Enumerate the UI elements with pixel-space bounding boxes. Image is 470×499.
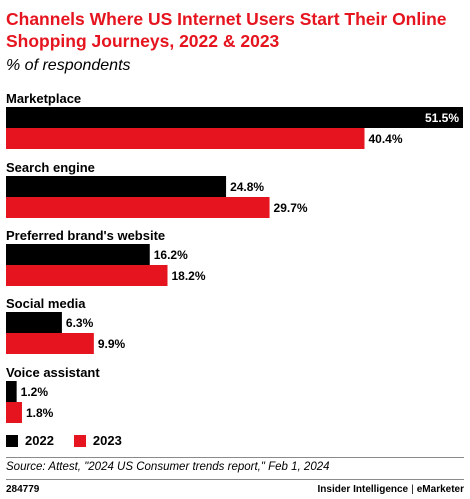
bar-2022-preferred-brand-s-website	[6, 244, 150, 265]
bar-2023-search-engine	[6, 197, 270, 218]
bottom-divider	[6, 479, 464, 480]
chart-title: Channels Where US Internet Users Start T…	[6, 9, 447, 51]
value-label-2023-search-engine: 29.7%	[274, 201, 308, 215]
chart-id: 284779	[6, 484, 40, 495]
legend-swatch-2023	[73, 434, 86, 447]
value-label-2023-voice-assistant: 1.8%	[26, 406, 54, 420]
brand-credit: Insider Intelligence | eMarketer	[318, 484, 464, 495]
value-label-2022-preferred-brand-s-website: 16.2%	[154, 248, 188, 262]
value-label-2022-search-engine: 24.8%	[230, 180, 264, 194]
value-label-2022-voice-assistant: 1.2%	[21, 385, 49, 399]
brand-separator: |	[411, 484, 414, 495]
legend-item-2023: 2023	[73, 433, 122, 448]
value-label-2022-marketplace: 51.5%	[425, 111, 459, 125]
value-label-2023-social-media: 9.9%	[98, 337, 126, 351]
category-label-search-engine: Search engine	[6, 160, 95, 175]
value-label-2023-marketplace: 40.4%	[369, 132, 403, 146]
legend-item-2022: 2022	[6, 433, 54, 448]
category-label-voice-assistant: Voice assistant	[6, 365, 100, 380]
bar-2023-preferred-brand-s-website	[6, 265, 168, 286]
category-label-marketplace: Marketplace	[6, 91, 81, 106]
value-label-2022-social-media: 6.3%	[66, 316, 94, 330]
legend: 2022 2023	[6, 433, 142, 448]
bar-2022-voice-assistant	[6, 381, 17, 402]
bar-2022-marketplace	[6, 107, 463, 128]
legend-label-2023: 2023	[92, 433, 122, 448]
value-label-2023-preferred-brand-s-website: 18.2%	[172, 269, 206, 283]
bar-2023-social-media	[6, 333, 94, 354]
bar-2023-marketplace	[6, 128, 365, 149]
bar-2022-social-media	[6, 312, 62, 333]
footer-divider	[6, 457, 464, 458]
brand-emarketer: eMarketer	[416, 484, 464, 495]
source-note: Source: Attest, "2024 US Consumer trends…	[6, 461, 330, 473]
bar-2023-voice-assistant	[6, 402, 22, 423]
category-label-preferred-brand-s-website: Preferred brand's website	[6, 228, 165, 243]
legend-label-2022: 2022	[25, 433, 54, 448]
bar-chart: Marketplace 51.5% 40.4% Search engine 24.8% 2…	[6, 91, 463, 423]
brand-insider-intelligence: Insider Intelligence	[317, 484, 409, 495]
bar-2022-search-engine	[6, 176, 227, 197]
chart-subtitle: % of respondents	[6, 57, 131, 74]
category-label-social-media: Social media	[6, 296, 86, 311]
legend-swatch-2022	[6, 434, 18, 447]
